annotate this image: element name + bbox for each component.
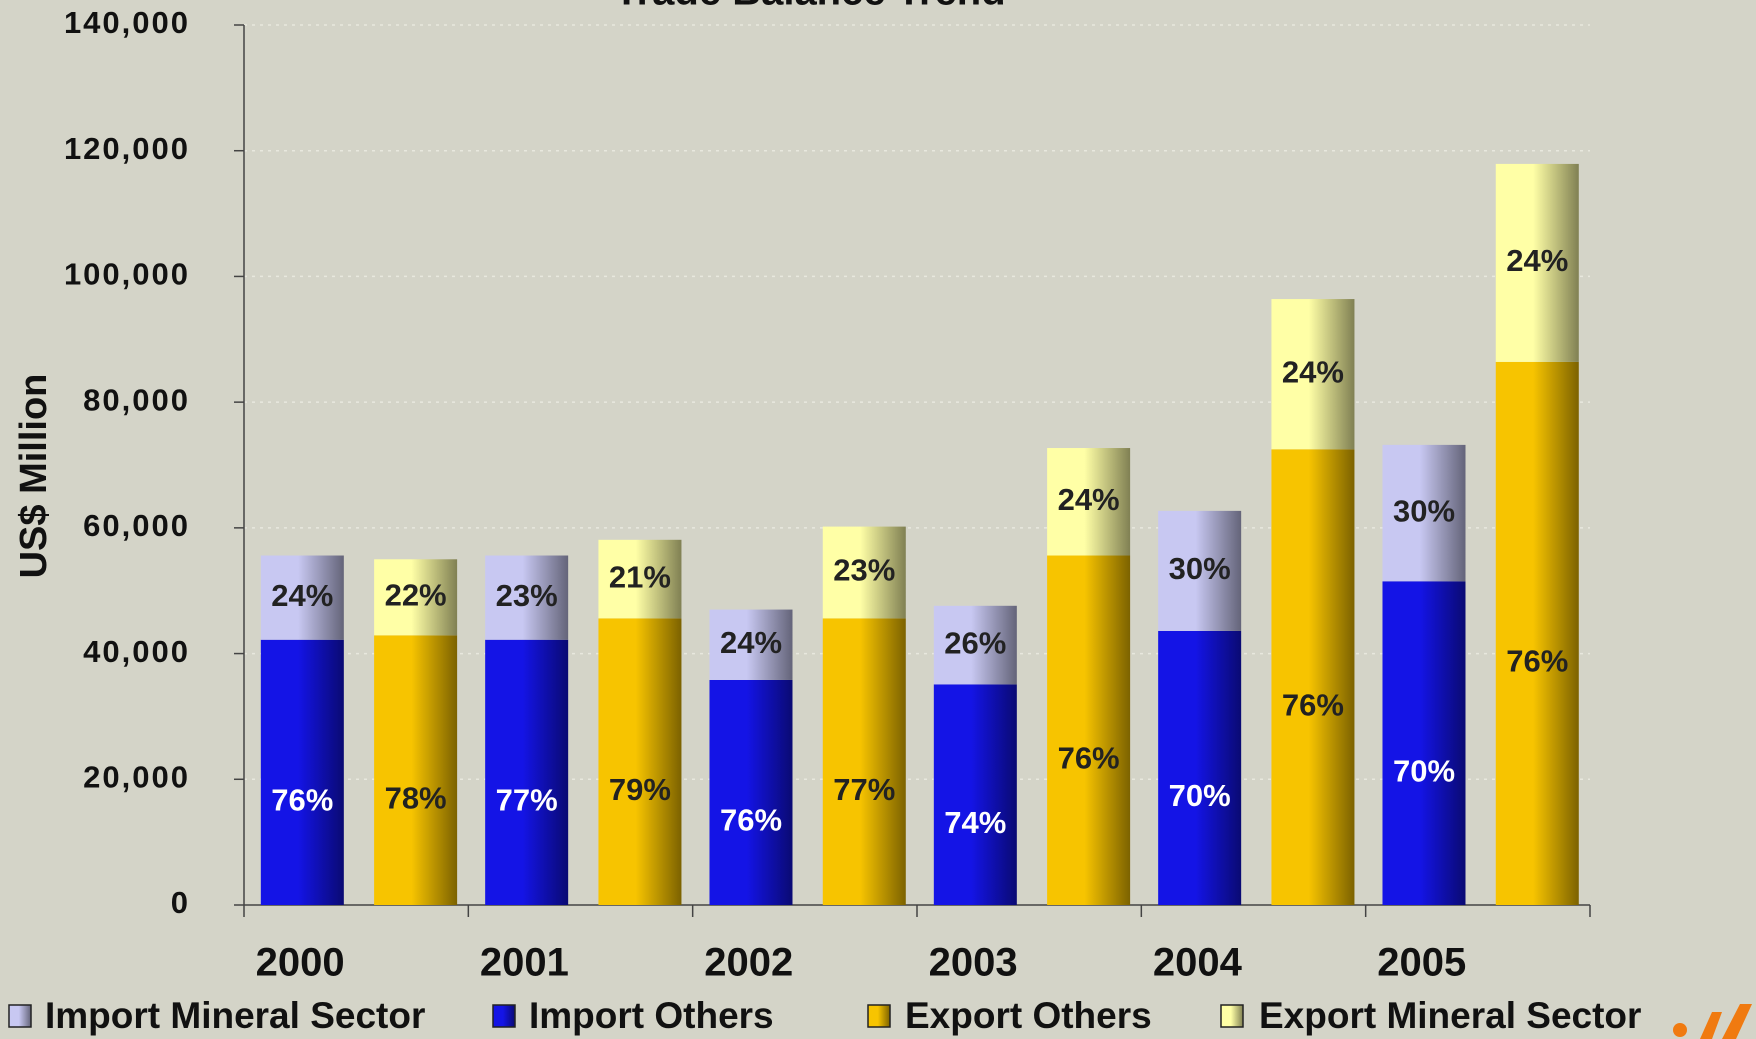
data-label: 24% [271, 578, 333, 613]
bar-segment [374, 559, 458, 636]
data-label: 23% [833, 553, 895, 588]
data-label: 24% [720, 625, 782, 660]
y-axis-title: US$ Million [13, 374, 55, 579]
data-label: 76% [1282, 687, 1344, 722]
bar-segment [933, 684, 1017, 905]
x-tick-label: 2004 [1153, 941, 1243, 985]
bar-segment [374, 635, 458, 905]
bar-segment [598, 539, 682, 619]
data-label: 79% [609, 772, 671, 807]
bar-segment [260, 639, 344, 905]
logo-dot [1673, 1023, 1687, 1037]
data-label: 76% [271, 783, 333, 818]
x-tick-label: 2002 [704, 941, 793, 985]
legend-swatch [867, 1004, 891, 1028]
data-label: 22% [385, 578, 447, 613]
data-label: 23% [496, 578, 558, 613]
data-label: 76% [720, 803, 782, 838]
bar-segment [260, 555, 344, 640]
x-tick-label: 2001 [480, 941, 569, 985]
bar-segment [709, 609, 793, 680]
y-tick-label: 80,000 [83, 382, 190, 417]
bar-segment [1495, 361, 1579, 905]
data-label: 76% [1506, 644, 1568, 679]
data-label: 77% [833, 772, 895, 807]
logo-stroke [1700, 1012, 1722, 1039]
legend-label: Import Others [529, 995, 774, 1036]
bar-segment [1382, 444, 1466, 582]
y-tick-label: 100,000 [64, 257, 190, 292]
bar-segment [485, 639, 569, 905]
bar-segment [1271, 449, 1355, 905]
bar-segment [1047, 448, 1131, 556]
data-label: 77% [496, 783, 558, 818]
y-tick-label: 60,000 [83, 508, 190, 543]
bar-segment [1158, 630, 1242, 905]
data-label: 76% [1058, 740, 1120, 775]
bar-segment [1382, 581, 1466, 905]
legend-swatch [8, 1004, 32, 1028]
data-label: 24% [1506, 243, 1568, 278]
logo [1673, 1004, 1752, 1039]
bar-segment [822, 618, 906, 905]
x-tick-label: 2003 [929, 941, 1018, 985]
bar-segment [933, 605, 1017, 685]
logo-stroke [1722, 1004, 1752, 1039]
legend-swatch [1220, 1004, 1244, 1028]
data-label: 21% [609, 559, 671, 594]
data-label: 30% [1393, 493, 1455, 528]
bar-segment [485, 555, 569, 640]
x-tick-label: 2000 [256, 941, 345, 985]
bar-segment [1271, 299, 1355, 450]
bar-segment [822, 526, 906, 619]
bar-segment [1158, 510, 1242, 631]
bar-segment [1495, 163, 1579, 362]
data-label: 78% [385, 780, 447, 815]
y-tick-label: 40,000 [83, 634, 190, 669]
data-label: 74% [944, 805, 1006, 840]
y-tick-label: 0 [171, 885, 190, 920]
data-label: 24% [1058, 482, 1120, 517]
y-tick-label: 140,000 [64, 5, 190, 40]
y-tick-label: 20,000 [83, 759, 190, 794]
legend-label: Import Mineral Sector [45, 995, 425, 1036]
legend-label: Export Mineral Sector [1259, 995, 1641, 1036]
data-label: 30% [1169, 551, 1231, 586]
data-label: 26% [944, 625, 1006, 660]
bar-segment [1047, 555, 1131, 905]
legend-swatch [492, 1004, 516, 1028]
chart-title: Trade Balance Trend [614, 0, 1005, 14]
bar-segment [709, 679, 793, 905]
data-label: 70% [1169, 778, 1231, 813]
data-label: 24% [1282, 354, 1344, 389]
x-tick-label: 2005 [1377, 941, 1466, 985]
data-label: 70% [1393, 753, 1455, 788]
legend-label: Export Others [905, 995, 1152, 1036]
y-tick-label: 120,000 [64, 131, 190, 166]
bar-segment [598, 618, 682, 905]
